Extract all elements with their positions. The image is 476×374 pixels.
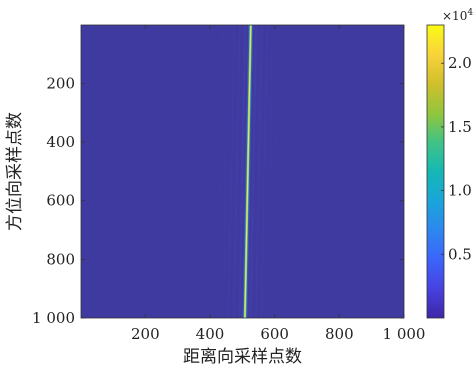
colorbar-exponent-base: ×10	[442, 9, 467, 23]
colorbar-ticks: 0.5 1.0 1.5 2.0	[441, 54, 472, 263]
y-tick-label: 1 000	[32, 309, 75, 327]
x-tick-label: 400	[196, 325, 225, 343]
colorbar-tick-label: 2.0	[448, 54, 472, 72]
y-tick-label: 600	[46, 192, 75, 210]
colorbar-tick-label: 1.0	[448, 182, 472, 200]
colorbar-exponent-power: 4	[467, 8, 473, 18]
colorbar-tick-label: 1.5	[448, 118, 472, 136]
x-tick-label: 800	[325, 325, 354, 343]
heatmap-background	[81, 25, 404, 318]
y-axis-label: 方位向采样点数	[5, 112, 25, 231]
ridge-peak	[244, 24, 252, 319]
y-tick-label: 200	[46, 74, 75, 92]
sidelobe-ripples	[221, 24, 274, 319]
colorbar	[426, 24, 445, 319]
colorbar-exponent: ×104	[442, 8, 473, 23]
x-axis-label: 距离向采样点数	[183, 347, 302, 367]
plot-frame	[80, 24, 405, 319]
x-tick-label: 600	[260, 325, 289, 343]
colorbar-tick-label: 0.5	[448, 245, 472, 263]
y-tick-label: 400	[46, 133, 75, 151]
x-tick-label: 1 000	[383, 325, 426, 343]
y-tick-label: 800	[46, 250, 75, 268]
x-tick-label: 200	[131, 325, 160, 343]
y-axis: 200 400 600 800 1 000	[32, 74, 404, 327]
x-axis: 200 400 600 800 1 000	[131, 25, 425, 343]
ridge-line	[242, 24, 254, 319]
